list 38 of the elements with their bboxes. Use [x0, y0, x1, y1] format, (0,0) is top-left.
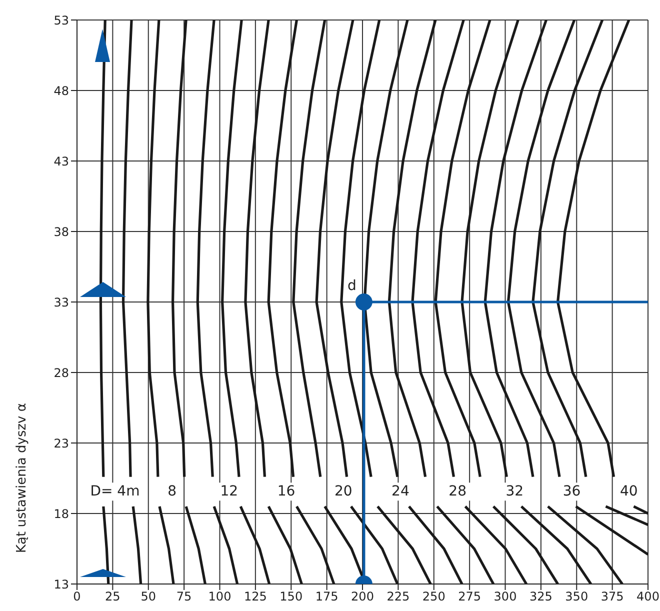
y-tick-label: 23: [54, 436, 69, 450]
y-tick-label: 38: [54, 224, 69, 239]
x-tick-label: 125: [244, 590, 267, 604]
x-tick-label: 25: [105, 590, 120, 604]
x-tick-label: 300: [494, 590, 517, 604]
annotation: d: [347, 278, 356, 294]
annotation: 20: [334, 484, 352, 500]
x-tick-label: 275: [458, 590, 482, 604]
x-tick-label: 0: [73, 590, 81, 604]
y-tick-label: 18: [54, 506, 69, 521]
x-tick-label: 250: [422, 590, 446, 604]
y-tick-label: 33: [54, 295, 69, 310]
x-tick-label: 200: [351, 590, 374, 604]
annotation: 8: [168, 484, 177, 500]
y-tick-label: 28: [54, 366, 69, 380]
annotation: D= 4m: [90, 484, 140, 500]
y-tick-label: 53: [54, 13, 69, 28]
x-tick-label: 225: [386, 590, 410, 604]
x-tick-label: 50: [140, 590, 156, 604]
y-tick-label: 48: [54, 84, 69, 98]
annotation: 32: [506, 484, 524, 500]
y-axis-title: Kąt ustawienia dyszv α: [14, 403, 30, 553]
annotation: 40: [620, 484, 638, 500]
annotation: 24: [392, 484, 410, 500]
x-tick-label: 175: [315, 590, 338, 604]
y-tick-label: 13: [54, 577, 69, 592]
x-tick-label: 75: [176, 590, 192, 604]
annotation: 36: [562, 484, 581, 500]
y-tick-label: 43: [54, 154, 69, 168]
annotation: 16: [277, 484, 296, 500]
x-tick-label: 100: [208, 590, 232, 604]
annotation: 12: [220, 484, 238, 500]
annotation: 28: [448, 484, 466, 500]
x-tick-label: 350: [565, 590, 588, 604]
x-tick-label: 400: [636, 590, 660, 604]
x-tick-label: 375: [600, 590, 624, 604]
x-tick-label: 150: [280, 590, 303, 604]
x-tick-label: 325: [529, 590, 552, 604]
